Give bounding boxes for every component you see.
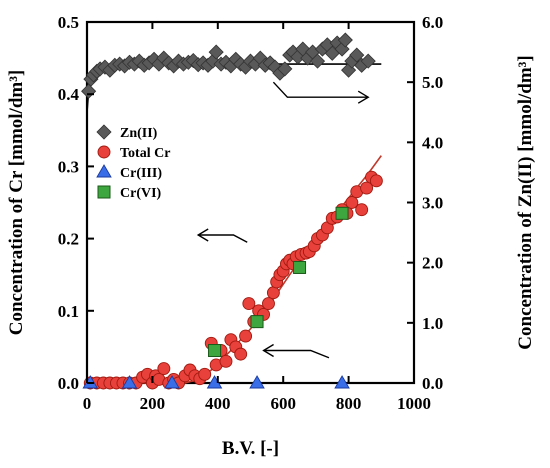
x-tick-label: 600 xyxy=(270,394,296,413)
legend-label: Cr(VI) xyxy=(120,186,162,201)
y-axis-right-title: Concentration of Zn(II) [mmol/dm³] xyxy=(515,55,536,349)
x-tick-label: 1000 xyxy=(397,394,431,413)
data-marks xyxy=(81,32,383,390)
cr6-point xyxy=(208,344,222,358)
y-right-tick-label: 5.0 xyxy=(422,73,443,92)
total-cr-point xyxy=(369,174,383,188)
total-cr-point xyxy=(242,297,256,311)
y-left-tick-label: 0.3 xyxy=(58,157,79,176)
x-axis-title: B.V. [-] xyxy=(222,438,279,459)
annotation-arrow xyxy=(272,81,369,98)
y-left-tick-label: 0.4 xyxy=(58,85,80,104)
y-axis-left-title: Concentration of Cr [mmol/dm³] xyxy=(6,70,27,336)
y-left-tick-label: 0.0 xyxy=(58,374,79,393)
total-cr-point xyxy=(198,367,212,381)
zn-point xyxy=(277,61,293,77)
x-tick-label: 400 xyxy=(205,394,231,413)
y-right-tick-label: 0.0 xyxy=(422,374,443,393)
legend-marker xyxy=(97,185,111,199)
cr3-point xyxy=(121,375,138,389)
zn-point xyxy=(341,62,357,78)
legend-label: Zn(II) xyxy=(120,126,158,141)
x-tick-label: 800 xyxy=(336,394,362,413)
legend-marker xyxy=(96,164,112,178)
annotation-arrow xyxy=(263,349,330,359)
legend: Zn(II) Total Cr Cr(III) Cr(VI) xyxy=(96,124,170,201)
zn-point xyxy=(309,53,326,69)
total-cr-point xyxy=(266,286,280,300)
total-cr-point xyxy=(355,203,369,217)
annotation-arrow-head xyxy=(262,343,274,358)
axis-ticks: 0 200 400 600 800 10000.00.10.20.30.40.50.01.… xyxy=(58,13,444,413)
total-cr-point xyxy=(157,362,171,376)
cr6-point xyxy=(293,260,307,274)
cr3-point xyxy=(164,375,180,389)
cr3-point xyxy=(249,375,265,389)
annotation-arrow-head xyxy=(196,228,209,242)
annotation-arrows xyxy=(196,81,370,359)
zn-point xyxy=(360,53,376,69)
y-left-tick-label: 0.1 xyxy=(58,302,79,321)
zn-point xyxy=(349,47,365,63)
total-cr-point xyxy=(262,297,275,311)
total-cr-point xyxy=(360,181,374,195)
total-cr-point xyxy=(234,347,248,361)
legend-marker xyxy=(97,145,111,159)
total-cr-point xyxy=(345,196,359,209)
y-right-tick-label: 3.0 xyxy=(422,194,443,213)
y-right-tick-label: 4.0 xyxy=(422,133,443,152)
y-right-tick-label: 2.0 xyxy=(422,254,443,273)
cr3-point xyxy=(334,375,350,389)
legend-label: Cr(III) xyxy=(120,166,162,181)
zn-point xyxy=(337,32,353,48)
zn-point xyxy=(208,44,224,60)
total-cr-point xyxy=(219,354,233,368)
annotation-arrow-head xyxy=(357,90,370,104)
y-right-tick-label: 1.0 xyxy=(422,314,443,333)
annotation-arrow xyxy=(198,234,248,243)
zn-point xyxy=(81,83,97,99)
cr6-point xyxy=(335,206,349,220)
legend-marker xyxy=(96,124,112,140)
x-tick-label: 0 xyxy=(83,394,92,413)
x-tick-label: 200 xyxy=(140,394,166,413)
total-cr-point xyxy=(239,329,253,343)
legend-label: Total Cr xyxy=(120,146,170,161)
y-right-tick-label: 6.0 xyxy=(422,13,443,32)
fit-line xyxy=(86,63,382,113)
y-left-tick-label: 0.2 xyxy=(58,230,79,249)
cr6-point xyxy=(250,315,264,329)
y-left-tick-label: 0.5 xyxy=(58,13,79,32)
